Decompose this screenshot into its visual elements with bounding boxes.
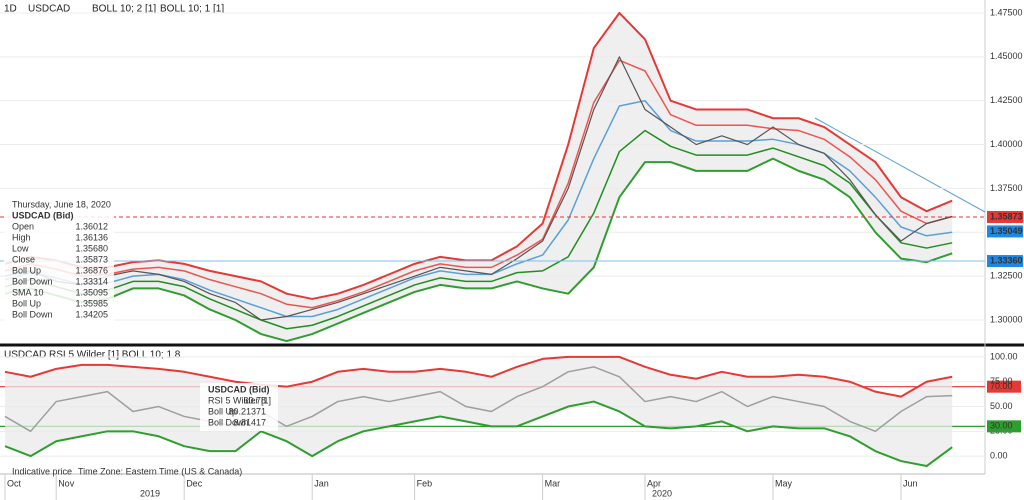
info-value: 1.36876	[75, 265, 108, 275]
info-panel-bg	[200, 383, 278, 431]
footer-note: Indicative price	[12, 466, 72, 476]
x-tick-label: Feb	[417, 478, 433, 488]
price-label: 1.35873	[990, 211, 1023, 221]
info-label: SMA 10	[12, 287, 44, 297]
year-label: 2020	[652, 488, 672, 498]
series-line	[4, 355, 953, 398]
price-label-box	[987, 225, 1023, 238]
y-tick-label: 1.37500	[990, 183, 1023, 193]
info-value: 80.21371	[228, 406, 266, 416]
y-tick-label: 1.32500	[990, 271, 1023, 281]
info-date: Thursday, June 18, 2020	[12, 199, 111, 209]
band-fill	[5, 12, 953, 342]
tick-label-box	[987, 380, 1021, 393]
price-label-box	[987, 210, 1023, 223]
info-value: 1.36012	[75, 221, 108, 231]
footer-timezone: Time Zone: Eastern Time (US & Canada)	[78, 466, 242, 476]
info-label: Boll Up	[12, 298, 41, 308]
series-line	[4, 157, 953, 343]
y-tick-label: 0.00	[990, 450, 1008, 460]
x-tick-label: Mar	[545, 478, 561, 488]
info-value: 1.35873	[75, 254, 108, 264]
info-value: 8.81417	[233, 417, 266, 427]
info-label: Boll Down	[208, 417, 249, 427]
y-tick-label: 1.45000	[990, 51, 1023, 61]
period: 1D	[4, 4, 17, 15]
series-line	[4, 400, 953, 468]
series-line	[4, 56, 953, 321]
y-tick-label: 30.00	[990, 421, 1013, 431]
y-tick-label: 75.00	[990, 376, 1013, 386]
trend-line	[814, 117, 986, 213]
info-label: Low	[12, 243, 29, 253]
tick-label-box	[987, 420, 1021, 433]
info-symbol: USDCAD (Bid)	[208, 384, 270, 394]
y-tick-label: 100.00	[990, 351, 1018, 361]
year-label: 2019	[140, 488, 160, 498]
series-line	[4, 366, 953, 433]
info-label: RSI 5 Wilder [1]	[208, 395, 271, 405]
x-tick-label: Dec	[186, 478, 203, 488]
info-label: Boll Down	[12, 276, 53, 286]
info-value: 1.33314	[75, 276, 108, 286]
x-tick-label: Nov	[58, 478, 75, 488]
rsi-title: USDCAD RSI 5 Wilder [1] BOLL 10; 1.8	[4, 350, 181, 361]
info-label: Open	[12, 221, 34, 231]
series-line	[4, 129, 953, 330]
y-tick-label: 70.00	[990, 381, 1013, 391]
y-tick-label: 1.30000	[990, 314, 1023, 324]
info-label: Boll Up	[12, 265, 41, 275]
info-value: 1.35095	[75, 287, 108, 297]
x-tick-label: Oct	[7, 478, 22, 488]
y-tick-label: 1.47500	[990, 7, 1023, 17]
info-label: Close	[12, 254, 35, 264]
info-value: 1.36136	[75, 232, 108, 242]
info-value: 1.34205	[75, 309, 108, 319]
price-label: 1.35049	[990, 226, 1023, 236]
info-panel-bg	[4, 198, 114, 323]
info-value: 60.78	[243, 395, 266, 405]
indicator: BOLL 10; 1 [1]	[160, 4, 224, 15]
x-tick-label: Jan	[314, 478, 329, 488]
info-value: 1.35680	[75, 243, 108, 253]
y-tick-label: 1.40000	[990, 139, 1023, 149]
info-value: 1.35985	[75, 298, 108, 308]
indicator: BOLL 10; 2 [1]	[92, 4, 156, 15]
x-tick-label: Jun	[903, 478, 918, 488]
y-tick-label: 1.42500	[990, 95, 1023, 105]
price-label: 1.33360	[990, 255, 1023, 265]
x-tick-label: Apr	[647, 478, 661, 488]
info-label: Boll Down	[12, 309, 53, 319]
symbol: USDCAD	[28, 4, 70, 15]
y-tick-label: 50.00	[990, 401, 1013, 411]
info-label: High	[12, 232, 31, 242]
info-symbol: USDCAD (Bid)	[12, 210, 74, 220]
series-line	[4, 59, 953, 309]
price-label-box	[987, 255, 1023, 268]
x-tick-label: May	[775, 478, 793, 488]
info-label: Boll Up	[208, 406, 237, 416]
